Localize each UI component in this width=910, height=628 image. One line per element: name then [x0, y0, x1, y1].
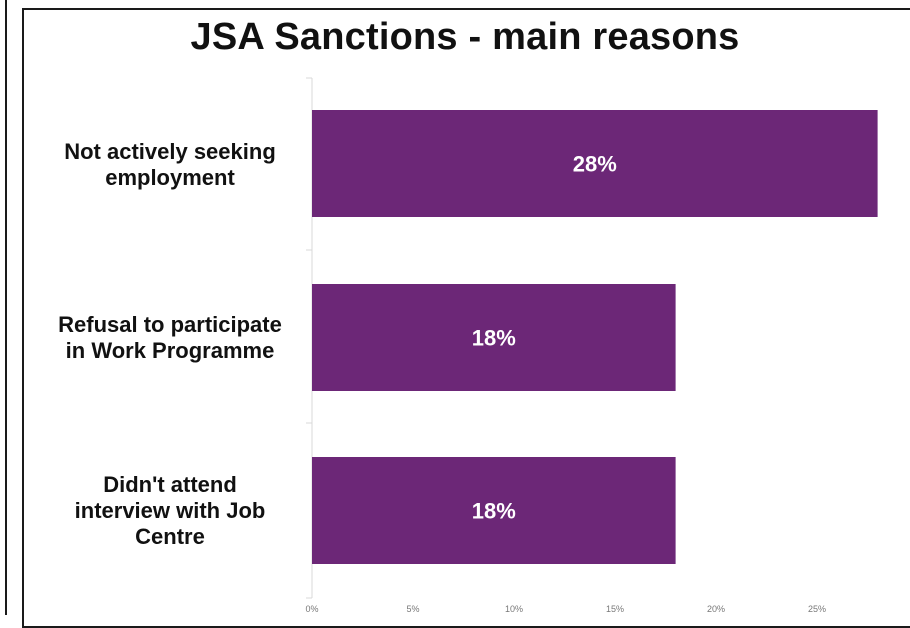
- bar-data-label: 18%: [472, 326, 516, 351]
- category-label-line: employment: [105, 165, 235, 190]
- bar: [312, 457, 676, 564]
- chart-title: JSA Sanctions - main reasons: [190, 16, 740, 58]
- category-label-line: in Work Programme: [65, 338, 275, 363]
- x-tick-label: 0%: [305, 604, 318, 614]
- x-tick-label: 25%: [808, 604, 826, 614]
- bar-data-label: 28%: [573, 152, 617, 177]
- category-label: Not actively seeking employment: [35, 139, 305, 191]
- category-label-line: Refusal to participate: [58, 312, 282, 337]
- category-label: Didn't attend interview with Job Centre: [35, 472, 305, 550]
- bar-chart: 28% 18% 18% 0% 5% 10% 15% 20% 25%: [305, 77, 878, 614]
- category-label-line: Centre: [135, 524, 205, 549]
- x-tick-label: 10%: [505, 604, 523, 614]
- x-tick-label: 15%: [606, 604, 624, 614]
- category-label: Refusal to participate in Work Programme: [35, 312, 305, 364]
- bar: [312, 110, 878, 217]
- category-label-line: interview with Job: [74, 498, 266, 523]
- category-label-line: Not actively seeking: [64, 139, 276, 164]
- x-tick-label: 5%: [406, 604, 419, 614]
- left-border: [0, 0, 7, 615]
- x-tick-label: 20%: [707, 604, 725, 614]
- bar-data-label: 18%: [472, 499, 516, 524]
- category-label-line: Didn't attend: [103, 472, 237, 497]
- bar: [312, 284, 676, 391]
